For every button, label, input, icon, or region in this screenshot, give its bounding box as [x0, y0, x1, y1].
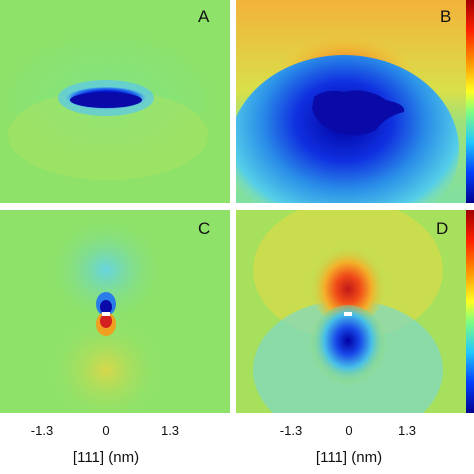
- tick-label-right-pos: 1.3: [397, 423, 417, 438]
- panel-d-letter: D: [436, 219, 449, 238]
- panel-b: B: [236, 0, 466, 203]
- tick-label-left-zero: 0: [102, 423, 110, 438]
- panel-d-field: [236, 210, 466, 413]
- colorbar-top: [466, 0, 474, 203]
- panel-b-field: [236, 0, 466, 203]
- panel-c: C: [0, 210, 230, 413]
- panel-d: D: [236, 210, 466, 413]
- panel-a: A: [0, 0, 230, 203]
- colorbar-bottom-gradient: [466, 210, 474, 413]
- panel-c-letter: C: [198, 219, 211, 238]
- tick-label-right-neg: -1.3: [279, 423, 303, 438]
- x-axis-title-left: [111] (nm): [72, 449, 140, 466]
- panel-a-letter: A: [198, 7, 210, 26]
- tick-label-left-pos: 1.3: [160, 423, 180, 438]
- panel-a-field: [0, 0, 230, 203]
- colorbar-bottom: [466, 210, 474, 413]
- panel-c-field: [0, 210, 230, 413]
- colorbar-top-gradient: [466, 0, 474, 203]
- x-axis-title-right: [111] (nm): [315, 449, 383, 466]
- tick-label-left-neg: -1.3: [30, 423, 54, 438]
- panel-b-letter: B: [440, 7, 452, 26]
- tick-label-right-zero: 0: [345, 423, 353, 438]
